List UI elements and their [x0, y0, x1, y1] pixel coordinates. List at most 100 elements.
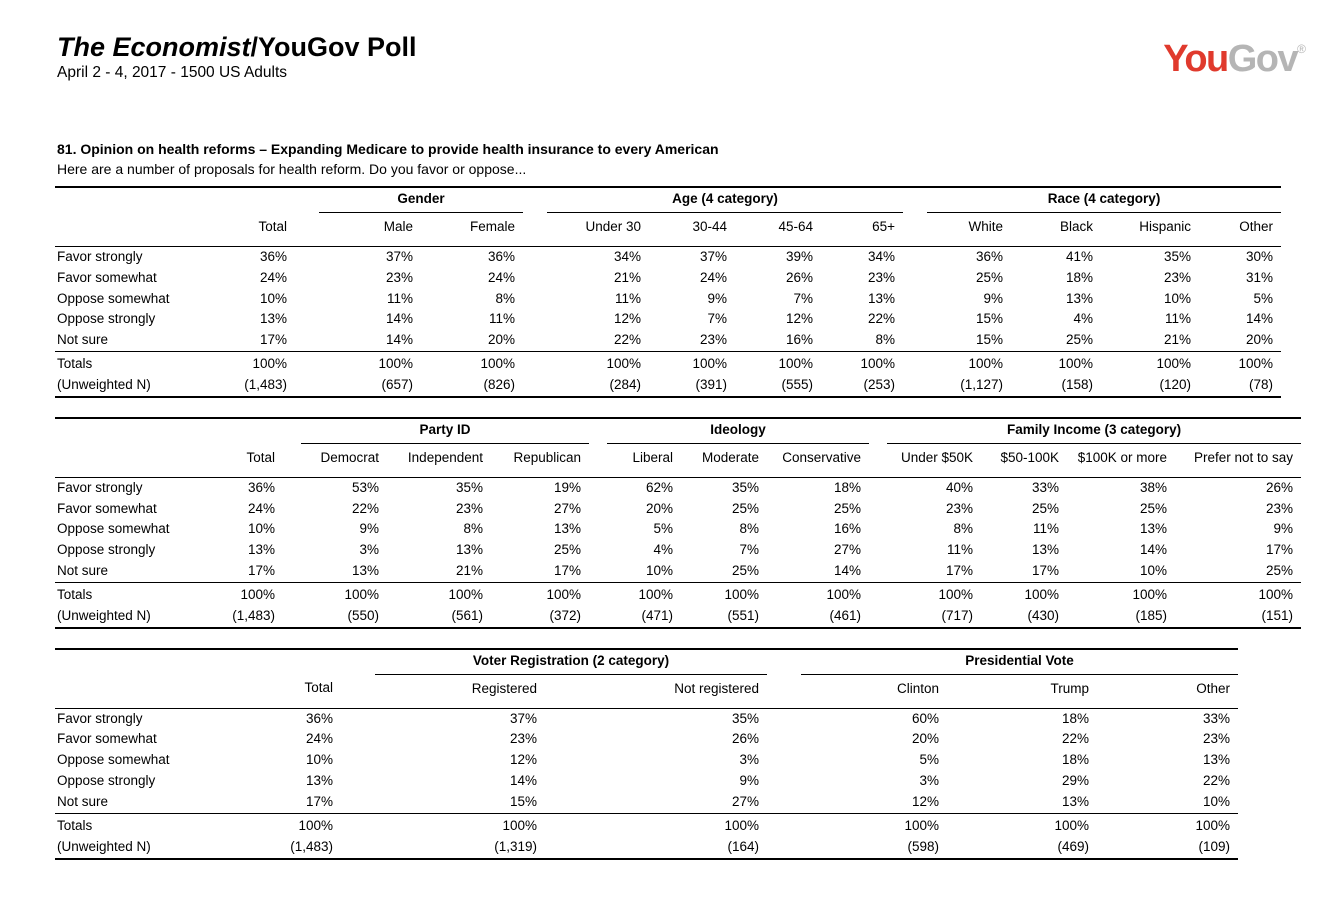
- table-row: Oppose strongly 13% 14% 11% 12% 7% 12% 22% 15% 4%…: [55, 309, 1281, 330]
- group-gap: [767, 750, 801, 771]
- totals-cell: 100%: [491, 581, 590, 606]
- table-row: Not sure 17% 13% 21% 17% 10% 25% 14% 17% 17% 10% 25…: [55, 561, 1301, 582]
- totals-cell: 100%: [1175, 581, 1302, 606]
- value-cell: 17%: [259, 332, 287, 348]
- totals-cell: 100%: [387, 581, 491, 606]
- table-row: Totals 100% 100% 100% 100% 100% 100% 100% 100% 10…: [55, 581, 1302, 606]
- column-header: Under 30: [547, 212, 650, 247]
- value-cell: 4%: [1073, 311, 1094, 327]
- header-blank: [55, 212, 197, 247]
- value-cell: 14%: [834, 563, 862, 579]
- row-label: Favor somewhat: [57, 269, 157, 285]
- value-cell: 35%: [731, 710, 760, 726]
- group-gap: [589, 561, 607, 582]
- unweighted-cell: (78): [1249, 377, 1274, 392]
- table-row: Not sure 17% 14% 20% 22% 23% 16% 8% 15% 25% 21% 20%: [55, 330, 1281, 351]
- totals-cell: 100%: [545, 812, 768, 837]
- totals-cell: 100%: [947, 812, 1098, 837]
- value-cell: 16%: [834, 521, 862, 537]
- value-cell: 18%: [1061, 710, 1090, 726]
- value-cell: 22%: [613, 332, 642, 348]
- unweighted-cell: (469): [1057, 838, 1090, 854]
- column-header: $100K or more: [1067, 443, 1176, 478]
- group-gap: [869, 477, 887, 498]
- value-cell: 10%: [1164, 290, 1192, 306]
- group-header-row: Gender Age (4 category) Race (4 category): [55, 187, 1282, 213]
- column-header: 30-44: [649, 212, 736, 247]
- column-header: White: [927, 212, 1012, 247]
- group-gap: [903, 268, 927, 289]
- table-row: Oppose somewhat 10% 11% 8% 11% 9% 7% 13% 9% 13% 10…: [55, 289, 1281, 310]
- unweighted-cell: (158): [1061, 377, 1094, 392]
- totals-cell: 100%: [195, 581, 283, 606]
- group-gap: [523, 375, 547, 397]
- group-gap: [767, 674, 802, 709]
- value-cell: 25%: [1066, 332, 1094, 348]
- value-cell: 10%: [1140, 563, 1168, 579]
- value-cell: 8%: [739, 521, 760, 537]
- unweighted-cell: (164): [727, 838, 760, 854]
- value-cell: 23%: [1164, 269, 1192, 285]
- value-cell: 7%: [739, 542, 760, 558]
- column-header: 45-64: [735, 212, 822, 247]
- unweighted-label: (Unweighted N): [57, 607, 151, 623]
- group-gap: [869, 561, 887, 582]
- group-header: Party ID: [301, 417, 590, 444]
- value-cell: 23%: [455, 500, 483, 516]
- group-gap: [869, 581, 888, 606]
- title-economist: The Economist: [57, 32, 251, 62]
- value-cell: 38%: [1140, 479, 1168, 495]
- value-cell: 17%: [247, 563, 275, 579]
- totals-cell: 100%: [301, 581, 387, 606]
- group-gap: [767, 792, 801, 813]
- column-header: Registered: [375, 674, 545, 709]
- column-header: Female: [421, 212, 524, 247]
- unweighted-cell: (372): [549, 607, 582, 623]
- value-cell: 25%: [732, 563, 760, 579]
- group-gap: [295, 330, 319, 351]
- value-cell: 13%: [1203, 752, 1231, 768]
- value-cell: 37%: [699, 248, 728, 264]
- value-cell: 53%: [351, 479, 379, 495]
- group-header: Ideology: [607, 417, 870, 444]
- group-gap: [523, 309, 547, 330]
- value-cell: 12%: [785, 311, 814, 327]
- table-row: Favor somewhat 24% 23% 26% 20% 22% 23%: [55, 729, 1238, 750]
- totals-cell: 100%: [681, 581, 768, 606]
- unweighted-label: (Unweighted N): [57, 838, 151, 854]
- value-cell: 23%: [868, 269, 896, 285]
- group-gap: [869, 418, 887, 443]
- group-header-row: Party ID Ideology Family Income (3 categor…: [55, 417, 1302, 444]
- group-blank: [197, 187, 295, 212]
- value-cell: 11%: [1165, 311, 1192, 327]
- group-gap: [869, 540, 887, 561]
- column-header: Male: [319, 212, 421, 247]
- group-gap: [283, 606, 301, 628]
- value-cell: 29%: [1061, 773, 1090, 789]
- group-gap: [523, 351, 548, 375]
- title-yougov-poll: /YouGov Poll: [250, 32, 417, 62]
- totals-cell: 100%: [1097, 812, 1239, 837]
- value-cell: 23%: [699, 332, 728, 348]
- value-cell: 25%: [554, 542, 582, 558]
- value-cell: 14%: [385, 311, 413, 327]
- column-header: Hispanic: [1101, 212, 1200, 247]
- value-cell: 24%: [305, 731, 333, 747]
- group-gap: [283, 418, 301, 443]
- value-cell: 23%: [946, 500, 974, 516]
- value-cell: 17%: [1266, 542, 1294, 558]
- value-cell: 19%: [554, 479, 582, 495]
- logo-you-text: You: [1163, 38, 1229, 80]
- value-cell: 26%: [731, 731, 760, 747]
- value-cell: 36%: [259, 248, 287, 264]
- group-gap: [295, 375, 319, 397]
- value-cell: 35%: [455, 479, 483, 495]
- value-cell: 12%: [911, 794, 940, 809]
- value-cell: 13%: [305, 773, 333, 789]
- group-header: Presidential Vote: [801, 648, 1239, 675]
- group-gap: [295, 212, 319, 247]
- crosstab-party-ideology-income: Party ID Ideology Family Income (3 categor…: [55, 416, 1302, 629]
- unweighted-cell: (151): [1261, 607, 1294, 623]
- table-row: Totals 100% 100% 100% 100% 100% 100% 100% 100% 10…: [55, 351, 1282, 375]
- row-label: Oppose strongly: [57, 311, 156, 327]
